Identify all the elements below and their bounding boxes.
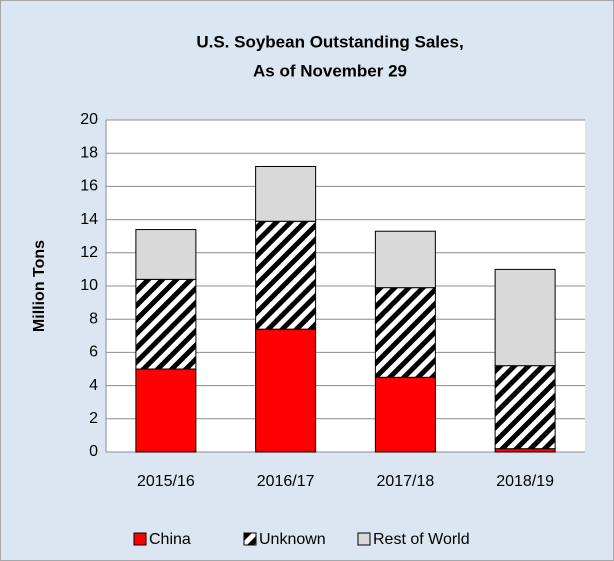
chart-title: As of November 29 [253, 61, 407, 80]
bar-segment [135, 278, 197, 370]
legend-swatch [357, 532, 371, 546]
y-tick-label: 6 [89, 344, 98, 361]
bar-segment [494, 268, 556, 367]
bar-segment [255, 328, 317, 453]
bar-segment [374, 376, 436, 453]
bar-segment [374, 287, 436, 378]
bar-segment [255, 220, 317, 330]
y-tick-label: 2 [89, 410, 98, 427]
y-tick-label: 4 [89, 377, 98, 394]
bar-segment [374, 230, 436, 289]
legend-swatch [133, 532, 147, 546]
chart-title: U.S. Soybean Outstanding Sales, [196, 32, 463, 51]
legend-label: Rest of World [373, 531, 470, 548]
bar-segment [255, 165, 317, 222]
y-tick-label: 10 [80, 277, 98, 294]
x-tick-label: 2015/16 [137, 473, 195, 490]
y-tick-label: 8 [89, 310, 98, 327]
bar-segment [494, 365, 556, 450]
bar-segment [135, 229, 197, 280]
y-tick-label: 0 [89, 443, 98, 460]
legend-label: China [149, 531, 191, 548]
y-axis-title: Million Tons [31, 240, 48, 332]
x-tick-label: 2016/17 [257, 473, 315, 490]
legend-swatch [243, 532, 257, 546]
x-tick-label: 2018/19 [496, 473, 554, 490]
y-tick-label: 14 [80, 211, 98, 228]
y-tick-label: 18 [80, 144, 98, 161]
y-tick-label: 12 [80, 244, 98, 261]
y-tick-label: 16 [80, 178, 98, 195]
bar-segment [135, 368, 197, 453]
legend-label: Unknown [259, 531, 326, 548]
x-tick-label: 2017/18 [376, 473, 434, 490]
y-tick-label: 20 [80, 111, 98, 128]
